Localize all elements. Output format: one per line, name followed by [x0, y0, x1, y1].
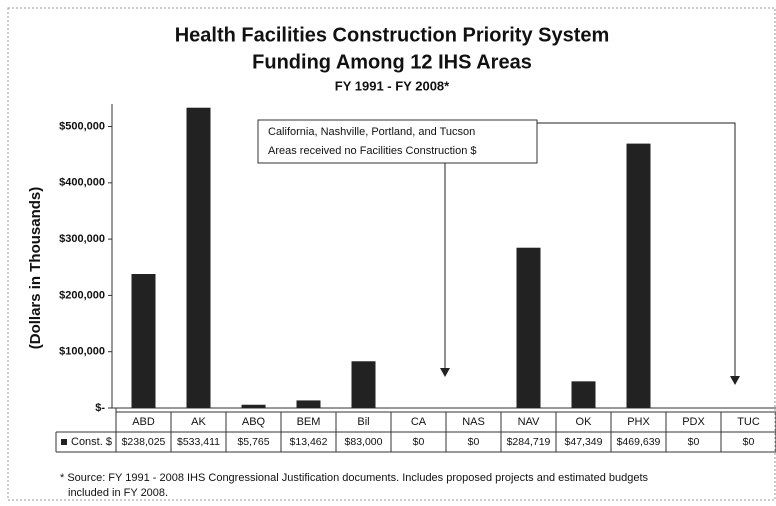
chart-subtitle: Funding Among 12 IHS Areas — [252, 51, 532, 73]
data-table-value: $469,639 — [617, 436, 661, 448]
bar — [241, 404, 266, 408]
bar — [626, 143, 651, 408]
x-tick-label: NAS — [462, 416, 485, 428]
footnote: included in FY 2008. — [68, 487, 168, 499]
data-table-value: $533,411 — [177, 436, 220, 448]
legend-label: Const. $ — [71, 436, 112, 448]
footnote: * Source: FY 1991 - 2008 IHS Congression… — [60, 472, 649, 484]
annotation-arrow — [537, 122, 736, 380]
x-tick-label: CA — [411, 416, 427, 428]
x-tick-label: ABD — [132, 416, 155, 428]
annotation-arrowhead — [730, 376, 740, 385]
data-table-value: $13,462 — [290, 436, 328, 448]
data-table-value: $0 — [468, 436, 480, 448]
annotation-box — [257, 119, 538, 164]
x-tick-label: OK — [576, 416, 593, 428]
data-table-value: $0 — [688, 436, 700, 448]
x-tick-label: AK — [191, 416, 206, 428]
chart-period: FY 1991 - FY 2008* — [335, 78, 450, 93]
bar — [516, 247, 541, 408]
y-tick-label: $300,000 — [59, 233, 105, 245]
bar — [571, 381, 596, 408]
data-table-value: $83,000 — [345, 436, 383, 448]
data-table-value: $284,719 — [507, 436, 551, 448]
annotation-line: Areas received no Facilities Constructio… — [268, 145, 476, 157]
x-tick-label: Bil — [357, 416, 369, 428]
bar — [296, 400, 321, 408]
data-table-value: $47,349 — [565, 436, 603, 448]
data-table-value: $238,025 — [122, 436, 166, 448]
data-table-value: $0 — [743, 436, 755, 448]
x-tick-label: PDX — [682, 416, 705, 428]
x-tick-label: BEM — [297, 416, 321, 428]
y-tick-label: $400,000 — [59, 177, 105, 189]
y-tick-label: $100,000 — [59, 346, 105, 358]
x-tick-label: TUC — [737, 416, 760, 428]
annotation-line: California, Nashville, Portland, and Tuc… — [268, 126, 475, 138]
x-tick-label: PHX — [627, 416, 650, 428]
chart-border — [7, 7, 776, 501]
y-tick-label: $500,000 — [59, 120, 105, 132]
bar — [351, 361, 376, 408]
legend-key — [61, 439, 67, 445]
y-axis-label: (Dollars in Thousands) — [27, 187, 44, 350]
bar — [131, 274, 156, 408]
chart-title: Health Facilities Construction Priority … — [175, 24, 610, 46]
y-tick-label: $- — [95, 402, 105, 414]
x-tick-label: ABQ — [242, 416, 266, 428]
x-tick-label: NAV — [518, 416, 540, 428]
y-tick-label: $200,000 — [59, 289, 105, 301]
data-table-value: $0 — [413, 436, 425, 448]
annotation-arrowhead — [440, 368, 450, 377]
data-table-value: $5,765 — [237, 436, 269, 448]
bar — [186, 107, 211, 409]
